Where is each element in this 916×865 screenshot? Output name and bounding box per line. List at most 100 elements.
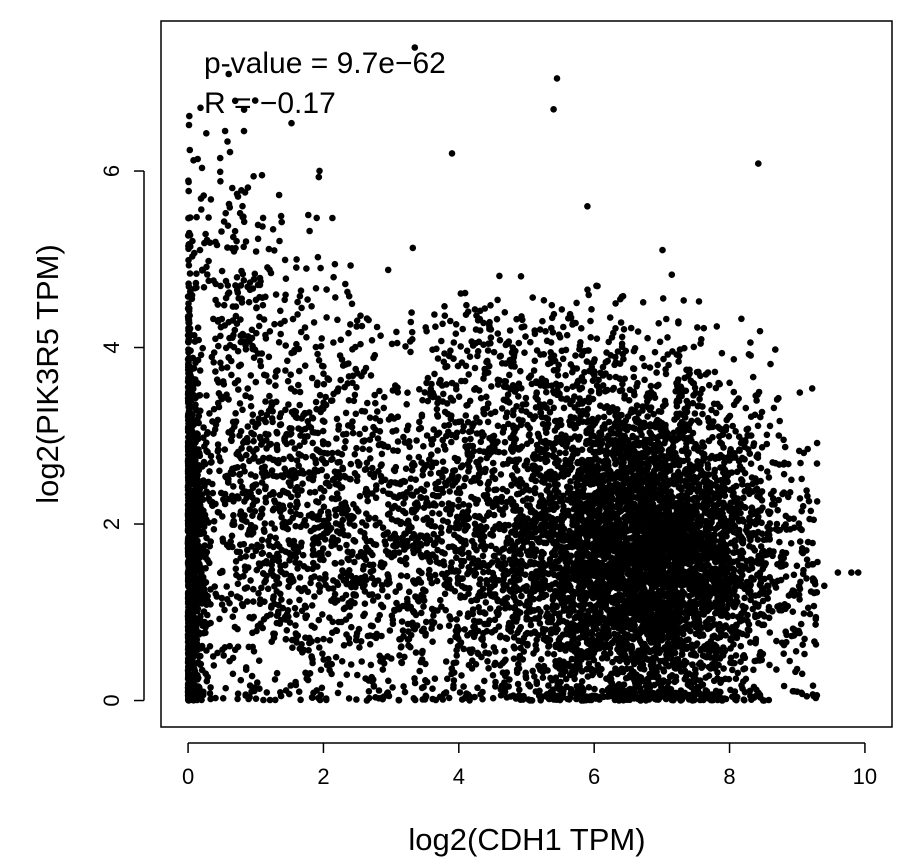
- data-point: [528, 496, 535, 503]
- data-point: [760, 598, 767, 605]
- data-point: [747, 639, 754, 646]
- data-point: [320, 636, 327, 643]
- data-point: [389, 684, 396, 691]
- data-point: [353, 633, 360, 640]
- data-point: [644, 614, 651, 621]
- data-point: [719, 510, 726, 517]
- data-point: [606, 419, 613, 426]
- data-point: [755, 536, 762, 543]
- data-point: [751, 694, 758, 701]
- data-point: [759, 622, 766, 629]
- data-point: [712, 369, 719, 376]
- data-point: [374, 408, 381, 415]
- data-point: [490, 532, 497, 539]
- data-point: [670, 521, 677, 528]
- data-point: [803, 487, 810, 494]
- data-point: [588, 388, 595, 395]
- data-point: [381, 394, 388, 401]
- data-point: [626, 397, 633, 404]
- data-point: [659, 247, 666, 254]
- data-point: [781, 471, 788, 478]
- data-point: [797, 538, 804, 545]
- data-point: [677, 512, 684, 519]
- data-point: [752, 547, 759, 554]
- data-point: [398, 572, 405, 579]
- data-point: [601, 694, 608, 701]
- data-point: [811, 638, 818, 645]
- data-point: [553, 629, 560, 636]
- data-point: [668, 512, 675, 519]
- data-point: [739, 631, 746, 638]
- data-point: [562, 450, 569, 457]
- data-point: [669, 271, 676, 278]
- data-point: [746, 486, 753, 493]
- data-point: [712, 599, 719, 606]
- data-point: [719, 350, 726, 357]
- data-point: [537, 472, 544, 479]
- data-point: [638, 432, 645, 439]
- data-point: [735, 670, 742, 677]
- data-point: [346, 695, 353, 702]
- data-point: [344, 671, 351, 678]
- data-point: [591, 686, 598, 693]
- data-point: [661, 668, 668, 675]
- data-point: [810, 682, 817, 689]
- data-point: [443, 658, 450, 665]
- data-point: [581, 631, 588, 638]
- data-point: [736, 562, 743, 569]
- data-point: [814, 460, 821, 467]
- data-point: [781, 460, 788, 467]
- data-point: [413, 515, 420, 522]
- data-point: [704, 571, 711, 578]
- data-point: [641, 377, 648, 384]
- data-point: [364, 400, 371, 407]
- data-point: [651, 646, 658, 653]
- data-point: [589, 672, 596, 679]
- data-point: [613, 584, 620, 591]
- data-point: [446, 488, 453, 495]
- data-point: [752, 614, 759, 621]
- data-point: [736, 433, 743, 440]
- data-point: [781, 683, 788, 690]
- data-point: [598, 666, 605, 673]
- data-point: [774, 396, 781, 403]
- data-point: [689, 679, 696, 686]
- data-point: [481, 678, 488, 685]
- data-point: [683, 673, 690, 680]
- data-point: [660, 403, 667, 410]
- data-point: [723, 533, 730, 540]
- data-point: [436, 510, 443, 517]
- data-point: [759, 444, 766, 451]
- data-point: [274, 670, 281, 677]
- data-point: [699, 469, 706, 476]
- data-point: [773, 584, 780, 591]
- data-point: [727, 687, 734, 694]
- data-point: [645, 647, 652, 654]
- data-point: [406, 589, 413, 596]
- data-point: [717, 579, 724, 586]
- data-point: [597, 672, 604, 679]
- data-point: [563, 676, 570, 683]
- data-point: [633, 651, 640, 658]
- data-point: [807, 611, 814, 618]
- data-point: [441, 422, 448, 429]
- data-point: [687, 599, 694, 606]
- data-point: [654, 612, 661, 619]
- data-point: [766, 474, 773, 481]
- data-point: [533, 688, 540, 695]
- data-point: [685, 621, 692, 628]
- data-point: [775, 527, 782, 534]
- data-point: [733, 622, 740, 629]
- data-point: [788, 540, 795, 547]
- data-point: [731, 603, 738, 610]
- data-point: [651, 467, 658, 474]
- data-point: [790, 608, 797, 615]
- data-point: [507, 327, 514, 334]
- data-point: [467, 436, 474, 443]
- data-point: [743, 676, 750, 683]
- data-point: [490, 695, 497, 702]
- data-point: [641, 641, 648, 648]
- data-point: [755, 451, 762, 458]
- data-point: [661, 646, 668, 653]
- data-point: [740, 666, 747, 673]
